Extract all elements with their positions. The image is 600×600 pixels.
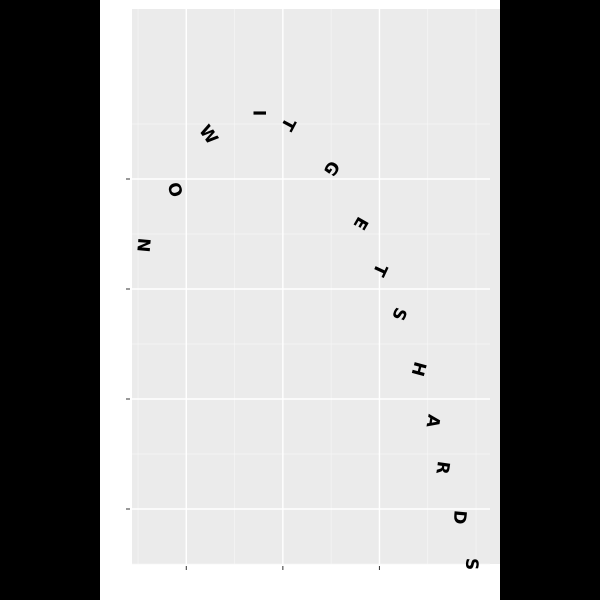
text-mark: S: [461, 558, 481, 571]
axis-layer: [126, 178, 380, 570]
plot-panel: [132, 9, 500, 564]
text-mark: R: [431, 460, 453, 476]
text-mark: O: [162, 180, 185, 200]
text-mark: N: [132, 237, 153, 253]
text-mark: D: [449, 509, 470, 525]
text-mark: I: [249, 110, 269, 116]
grid-layer: [132, 9, 490, 565]
text-mark: H: [407, 359, 430, 378]
text-mark: A: [421, 413, 443, 430]
